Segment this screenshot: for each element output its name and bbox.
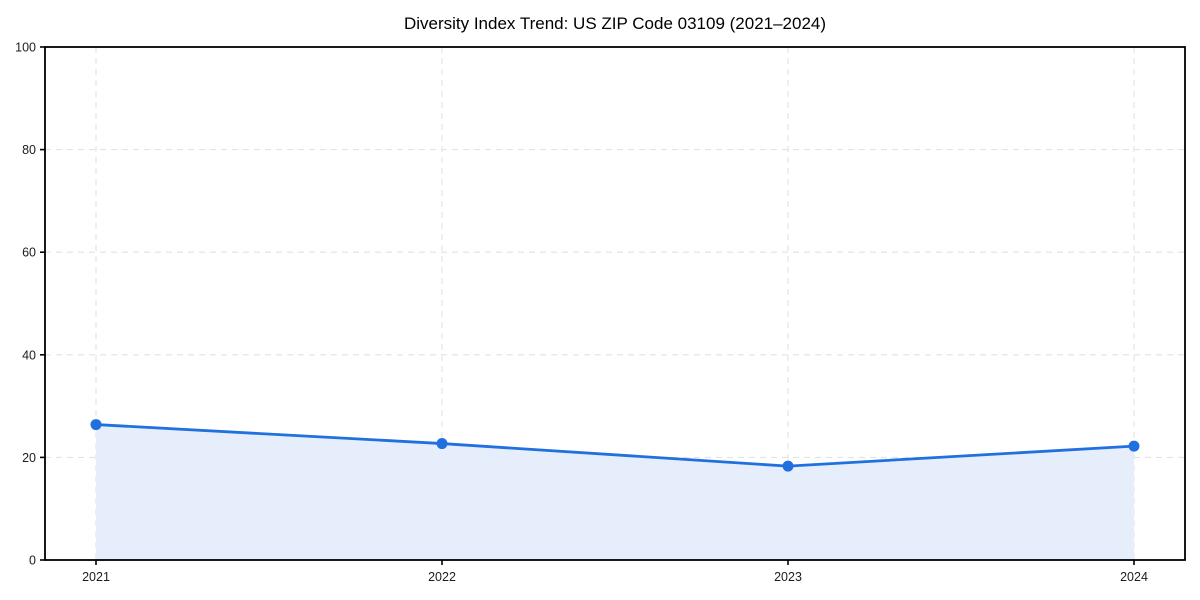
x-tick-label: 2023 [774,570,802,584]
x-tick-label: 2021 [82,570,110,584]
y-tick-label: 0 [29,554,36,568]
chart-title: Diversity Index Trend: US ZIP Code 03109… [404,14,826,33]
y-tick-label: 60 [22,246,36,260]
y-tick-label: 100 [15,41,36,55]
data-point-marker [782,460,794,472]
plot-border [44,46,1186,561]
axis-layer [40,46,1186,565]
x-tick-label: 2024 [1120,570,1148,584]
data-point-marker [1128,440,1140,452]
trend-line [94,423,1136,468]
x-tick-label: 2022 [428,570,456,584]
y-tick-label: 80 [22,143,36,157]
area-fill [96,424,1134,560]
label-layer: 0 20 40 60 80 100 2021 2022 2023 2024 [15,41,1148,585]
series-layer [90,419,1140,560]
data-point-marker [436,438,448,450]
y-tick-label: 20 [22,451,36,465]
y-tick-label: 40 [22,348,36,362]
data-point-marker [90,419,102,431]
